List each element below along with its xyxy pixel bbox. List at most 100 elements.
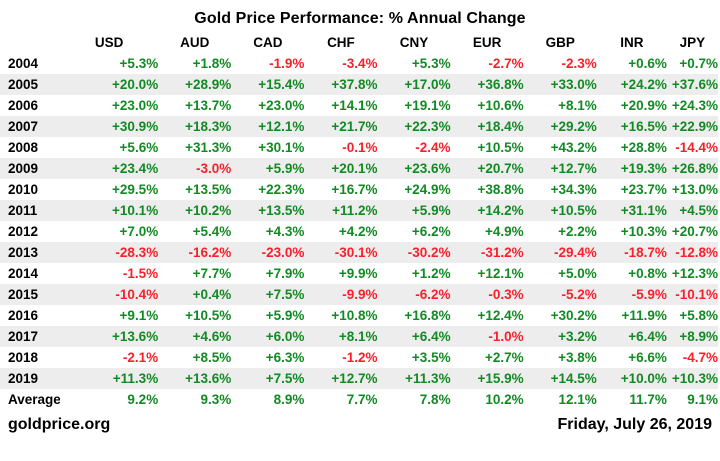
value-cell: +37.8% [331,77,378,92]
value-cell: +9.9% [338,266,378,281]
table-row: 2007 +30.9% +18.3% +12.1% +21.7% +22.3% +18.4%… [0,116,718,137]
value-cell: +10.5% [185,308,232,323]
column-header-chf: CHF [327,35,355,50]
table-row: 2019 +11.3% +13.6% +7.5% +12.7% +11.3% +15.9% +… [0,368,718,389]
value-cell: -3.4% [342,56,378,71]
value-cell: +13.7% [185,98,232,113]
footer: goldprice.org Friday, July 26, 2019 [0,416,720,434]
value-cell: +6.4% [411,329,451,344]
value-cell: +3.8% [558,350,597,365]
value-cell: -0.3% [488,287,524,302]
value-cell: +15.4% [258,77,305,92]
value-cell: -3.0% [196,161,232,176]
value-cell: +26.8% [671,161,718,176]
column-header-cny: CNY [399,35,429,50]
value-cell: +20.9% [620,98,667,113]
value-cell: +7.0% [119,224,159,239]
value-cell: +4.3% [265,224,305,239]
value-cell: +5.4% [192,224,232,239]
value-cell: +16.5% [620,119,667,134]
table-row: 2016 +9.1% +10.5% +5.9% +10.8% +16.8% +12.4% +3… [0,305,718,326]
value-cell: +31.1% [620,203,667,218]
value-cell: +5.9% [411,203,451,218]
row-label: Average [8,392,61,407]
value-cell: +38.8% [477,182,524,197]
value-cell: +24.3% [671,98,718,113]
value-cell: -1.0% [488,329,524,344]
value-cell: +5.9% [265,161,305,176]
value-cell: +1.2% [411,266,451,281]
value-cell: +23.0% [258,98,305,113]
table-row: 2013 -28.3% -16.2% -23.0% -30.1% -30.2% -31.2%… [0,242,718,263]
value-cell: -10.4% [115,287,159,302]
value-cell: -0.1% [342,140,378,155]
value-cell: -12.8% [675,245,718,260]
value-cell: +12.4% [477,308,524,323]
value-cell: -2.1% [122,350,159,365]
column-header-cad: CAD [253,35,283,50]
row-label: 2004 [8,56,39,71]
value-cell: +10.0% [620,371,667,386]
value-cell: +11.9% [621,308,667,323]
date-label: Friday, July 26, 2019 [557,416,712,433]
value-cell: -1.5% [122,266,159,281]
annual-change-table: USD AUD CAD CHF CNY EUR GBP INR JPY 2004 +5.3% +1.… [0,32,718,410]
value-cell: -31.2% [480,245,524,260]
value-cell: +10.5% [477,140,524,155]
value-cell: -4.7% [682,350,718,365]
value-cell: +20.0% [112,77,159,92]
value-cell: +11.3% [112,371,159,386]
value-cell: -9.9% [342,287,378,302]
value-cell: +6.0% [265,329,305,344]
value-cell: +36.8% [477,77,524,92]
value-cell: +22.3% [258,182,305,197]
row-label: 2007 [8,119,39,134]
value-cell: +28.9% [185,77,232,92]
value-cell: +14.5% [550,371,597,386]
column-header-eur: EUR [472,35,502,50]
value-cell: +0.4% [192,287,232,302]
value-cell: +3.2% [558,329,597,344]
value-cell: +0.7% [679,56,718,71]
value-cell: +4.5% [679,203,718,218]
value-cell: +10.3% [671,371,718,386]
value-cell: +13.0% [671,182,718,197]
value-cell: +17.0% [404,77,451,92]
value-cell: +20.1% [331,161,378,176]
row-label: 2010 [8,182,39,197]
value-cell: 9.3% [200,392,232,407]
value-cell: +30.1% [258,140,305,155]
value-cell: -5.2% [561,287,597,302]
value-cell: +2.7% [485,350,524,365]
value-cell: -30.2% [407,245,451,260]
value-cell: 11.7% [629,392,667,407]
value-cell: +6.3% [265,350,305,365]
table-row: 2005 +20.0% +28.9% +15.4% +37.8% +17.0% +36.8%… [0,74,718,95]
value-cell: +10.2% [185,203,232,218]
value-cell: +23.7% [620,182,667,197]
value-cell: +3.5% [411,350,451,365]
value-cell: +8.1% [558,98,597,113]
value-cell: +31.3% [185,140,232,155]
value-cell: 10.2% [485,392,524,407]
value-cell: +12.1% [258,119,305,134]
value-cell: +18.3% [185,119,232,134]
column-header-aud: AUD [180,35,210,50]
value-cell: -16.2% [188,245,232,260]
row-label: 2018 [8,350,39,365]
table-row: 2004 +5.3% +1.8% -1.9% -3.4% +5.3% -2.7% -2.3% +… [0,53,718,74]
value-cell: 7.7% [346,392,378,407]
value-cell: +34.3% [550,182,597,197]
value-cell: +5.3% [411,56,451,71]
value-cell: +5.9% [265,308,305,323]
value-cell: 12.1% [558,392,597,407]
page-title: Gold Price Performance: % Annual Change [194,10,526,27]
value-cell: 7.8% [419,392,451,407]
value-cell: +11.3% [405,371,451,386]
value-cell: +29.5% [112,182,159,197]
table-row: Average 9.2% 9.3% 8.9% 7.7% 7.8% 10.2% 12.1% 11.… [0,389,718,410]
value-cell: -29.4% [553,245,597,260]
value-cell: -2.4% [415,140,451,155]
value-cell: +43.2% [550,140,597,155]
